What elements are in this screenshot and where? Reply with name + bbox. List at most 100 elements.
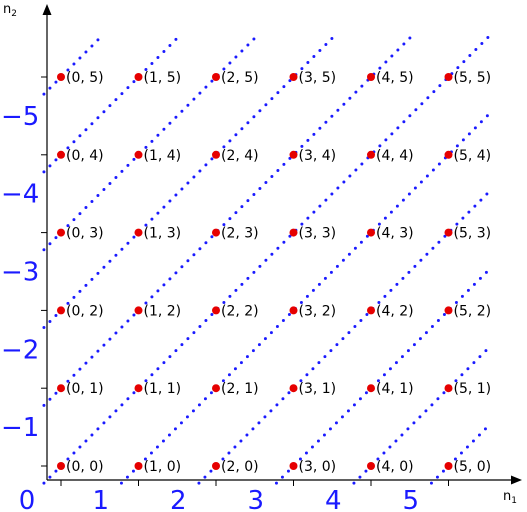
point-label: (2, 2) xyxy=(221,303,259,319)
x-number: 4 xyxy=(325,486,342,512)
lattice-point xyxy=(57,150,65,159)
lattice-point xyxy=(444,306,453,315)
diagonal-line xyxy=(429,421,493,485)
lattice-point xyxy=(57,462,65,470)
axis-ticks xyxy=(41,76,449,486)
point-label: (5, 1) xyxy=(454,381,492,397)
x-numbers: 0 1 2 3 4 5 xyxy=(19,486,419,512)
y-number: −4 xyxy=(1,180,39,210)
y-axis-title-letter: n xyxy=(3,2,11,17)
lattice-point xyxy=(289,306,298,315)
lattice-point xyxy=(444,228,453,237)
diagonal-line xyxy=(42,32,261,252)
lattice-point xyxy=(134,306,143,315)
lattice-point xyxy=(444,73,453,81)
point-label: (4, 2) xyxy=(376,303,414,319)
y-axis-title: n2 xyxy=(3,2,17,19)
diagonal-line xyxy=(42,32,106,96)
lattice-point xyxy=(289,384,298,393)
lattice-point xyxy=(212,462,220,470)
lattice-point xyxy=(367,384,375,393)
lattice-point xyxy=(367,306,375,315)
lattice-point xyxy=(134,150,143,159)
point-label: (0, 4) xyxy=(66,148,104,164)
point-label: (0, 2) xyxy=(66,303,104,319)
lattice-point xyxy=(134,384,143,393)
point-label: (4, 5) xyxy=(376,70,414,86)
lattice-points xyxy=(57,73,453,470)
point-label: (2, 4) xyxy=(221,148,259,164)
diagonal-lines xyxy=(42,32,493,485)
y-axis-title-subscript: 2 xyxy=(11,9,17,19)
point-label: (2, 5) xyxy=(221,70,259,86)
lattice-point xyxy=(134,73,143,81)
y-number: −5 xyxy=(1,102,39,132)
lattice-point xyxy=(212,73,220,81)
x-number: 3 xyxy=(247,486,264,512)
lattice-point xyxy=(212,150,220,159)
lattice-point xyxy=(134,228,143,237)
x-axis-title-letter: n xyxy=(503,489,511,504)
point-label: (2, 1) xyxy=(221,381,259,397)
point-label: (1, 2) xyxy=(144,303,182,319)
lattice-point xyxy=(367,228,375,237)
point-label: (0, 0) xyxy=(66,459,104,475)
lattice-point xyxy=(289,73,298,81)
lattice-point xyxy=(212,228,220,237)
lattice-point xyxy=(289,462,298,470)
point-label: (4, 0) xyxy=(376,459,414,475)
lattice-point xyxy=(212,306,220,315)
diagonal-line xyxy=(119,110,493,485)
point-label: (3, 4) xyxy=(299,148,337,164)
point-label: (1, 4) xyxy=(144,148,182,164)
x-number: 0 xyxy=(19,486,36,512)
diagonal-line xyxy=(352,343,493,485)
point-label: (5, 0) xyxy=(454,459,492,475)
x-number: 2 xyxy=(170,486,187,512)
point-label: (3, 0) xyxy=(299,459,337,475)
lattice-point xyxy=(57,306,65,315)
point-label: (5, 4) xyxy=(454,148,492,164)
point-label: (0, 3) xyxy=(66,226,104,242)
point-label: (5, 3) xyxy=(454,226,492,242)
x-number: 1 xyxy=(92,486,109,512)
lattice-point xyxy=(367,73,375,81)
x-axis-title: n1 xyxy=(503,489,517,506)
diagonal-line xyxy=(42,32,183,174)
point-label: (3, 5) xyxy=(299,70,337,86)
lattice-point xyxy=(444,384,453,393)
lattice-point xyxy=(444,462,453,470)
diagonal-line xyxy=(42,32,338,330)
lattice-point xyxy=(367,462,375,470)
x-axis-arrow xyxy=(511,475,522,485)
point-label: (3, 1) xyxy=(299,381,337,397)
lattice-point xyxy=(134,462,143,470)
point-label: (1, 1) xyxy=(144,381,182,397)
lattice-point xyxy=(289,228,298,237)
diagonal-line xyxy=(42,32,416,407)
point-label: (5, 2) xyxy=(454,303,492,319)
y-numbers: −1 −2 −3 −4 −5 xyxy=(1,102,39,443)
y-axis-arrow xyxy=(42,4,52,15)
point-label: (1, 3) xyxy=(144,226,182,242)
lattice-point xyxy=(289,150,298,159)
point-label: (4, 1) xyxy=(376,381,414,397)
point-label: (4, 4) xyxy=(376,148,414,164)
lattice-point xyxy=(367,150,375,159)
point-label: (3, 3) xyxy=(299,226,337,242)
x-axis-title-subscript: 1 xyxy=(511,496,517,506)
point-label: (4, 3) xyxy=(376,226,414,242)
point-label: (2, 0) xyxy=(221,459,259,475)
lattice-point xyxy=(57,73,65,81)
lattice-point xyxy=(212,384,220,393)
lattice-point xyxy=(57,384,65,393)
diagonal-line xyxy=(274,266,493,485)
lattice-point xyxy=(444,150,453,159)
diagonal-line xyxy=(42,32,493,485)
diagonal-line xyxy=(197,188,493,485)
point-label: (1, 0) xyxy=(144,459,182,475)
point-label: (2, 3) xyxy=(221,226,259,242)
lattice-point xyxy=(57,228,65,237)
